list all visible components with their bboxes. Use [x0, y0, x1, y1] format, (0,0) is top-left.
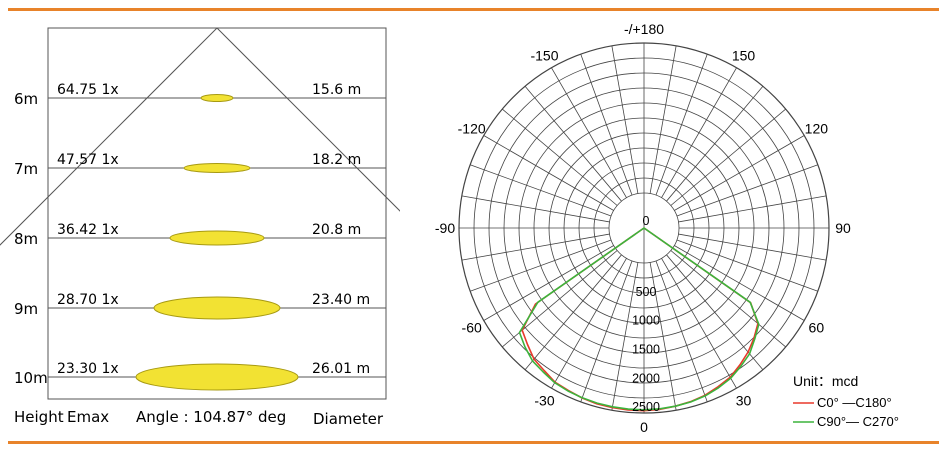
grid-spoke — [670, 250, 786, 348]
grid-spoke — [524, 86, 622, 202]
grid-spoke — [580, 260, 633, 402]
polar-curves — [518, 227, 760, 412]
grid-spoke — [678, 195, 827, 223]
row-emax-value: 23.30 1x — [57, 361, 119, 377]
bottom-accent-rule — [8, 441, 939, 444]
grid-spoke — [649, 45, 677, 194]
row-diameter-value: 26.01 m — [312, 361, 370, 377]
row-diameter-value: 18.2 m — [312, 152, 361, 168]
row-diameter-value: 15.6 m — [312, 82, 361, 98]
beam-spread-diagram: 6m 64.75 1x 15.6 m 7m 47.57 1x 18.2 m 8m 36.42 … — [0, 27, 400, 428]
angle-label: -/+180 — [624, 21, 664, 37]
polar-grid — [458, 42, 830, 414]
grid-spoke — [580, 54, 633, 196]
radial-tick-label: 500 — [636, 285, 657, 299]
row-diameter-value: 23.40 m — [312, 292, 370, 308]
angle-label: 30 — [736, 392, 752, 408]
grid-spoke — [524, 254, 622, 370]
row-height-label: 8m — [14, 230, 38, 248]
row-height-label: 6m — [14, 90, 38, 108]
angle-label: -120 — [458, 121, 486, 137]
polar-intensity-chart: -/+180 -150 150 -120 120 -90 90 -60 60 -30 30 0 0 50… — [435, 21, 899, 435]
grid-spoke — [502, 108, 618, 206]
footer-angle-label: Angle : 104.87° deg — [136, 408, 286, 426]
grid-spoke — [670, 108, 786, 206]
beam-edge-left — [0, 27, 218, 246]
light-spot — [169, 230, 265, 246]
row-diameter-value: 20.8 m — [312, 222, 361, 238]
series-curve-0 — [521, 227, 759, 412]
legend: C0° —C180° C90°— C270° — [793, 395, 899, 429]
grid-spoke — [674, 135, 805, 211]
grid-spoke — [655, 54, 708, 196]
footer-height-label: Height — [14, 408, 64, 426]
beam-edge-right — [216, 27, 400, 212]
row-emax-value: 47.57 1x — [57, 152, 119, 168]
grid-spoke — [470, 164, 612, 217]
grid-spoke — [461, 233, 610, 261]
grid-spoke — [666, 86, 764, 202]
grid-spoke — [666, 254, 764, 370]
height-rows: 6m 64.75 1x 15.6 m 7m 47.57 1x 18.2 m 8m 36.42 … — [14, 82, 386, 391]
legend-label-0: C0° —C180° — [817, 395, 892, 410]
grid-spoke — [483, 245, 614, 321]
angle-label: 0 — [640, 419, 648, 435]
angle-label: 60 — [809, 320, 825, 336]
grid-spoke — [551, 258, 627, 389]
top-accent-rule — [8, 8, 939, 11]
row-height-label: 7m — [14, 160, 38, 178]
grid-spoke — [661, 258, 737, 389]
grid-spoke — [676, 164, 818, 217]
light-spot — [135, 363, 299, 391]
light-spot — [183, 163, 251, 173]
grid-spoke — [674, 245, 805, 321]
row-emax-value: 28.70 1x — [57, 292, 119, 308]
row-emax-value: 36.42 1x — [57, 222, 119, 238]
grid-spoke — [649, 262, 677, 411]
grid-spoke — [676, 239, 818, 292]
radial-tick-label: 1500 — [632, 343, 660, 357]
angle-label: 120 — [805, 121, 829, 137]
light-spot — [153, 296, 281, 320]
radial-tick-label: 2000 — [632, 371, 660, 385]
series-curve-1 — [518, 227, 760, 411]
grid-spoke — [655, 260, 708, 402]
grid-spoke — [470, 239, 612, 292]
row-height-label: 10m — [14, 369, 48, 387]
angle-label: 150 — [732, 48, 756, 64]
light-spot — [200, 94, 234, 102]
grid-spoke — [661, 67, 737, 198]
footer-diameter-label: Diameter — [313, 410, 384, 428]
grid-spoke — [678, 233, 827, 261]
grid-spoke — [611, 262, 639, 411]
footer-emax-label: Emax — [67, 408, 109, 426]
angle-label: -30 — [534, 392, 554, 408]
diagram-frame — [0, 27, 400, 400]
angle-label: -90 — [435, 220, 455, 236]
grid-spoke — [611, 45, 639, 194]
grid-spoke — [461, 195, 610, 223]
angle-label: -60 — [462, 320, 482, 336]
radial-tick-label: 0 — [643, 214, 650, 228]
row-height-label: 9m — [14, 300, 38, 318]
radial-tick-label: 2500 — [632, 400, 660, 414]
angle-label: 90 — [835, 220, 851, 236]
angle-label: -150 — [530, 48, 558, 64]
radial-labels: 0 500 1000 1500 2000 2500 — [632, 214, 660, 414]
radial-tick-label: 1000 — [632, 314, 660, 328]
unit-label: Unit：mcd — [793, 373, 858, 389]
angle-labels: -/+180 -150 150 -120 120 -90 90 -60 60 -30 30 0 — [435, 21, 851, 435]
legend-label-1: C90°— C270° — [817, 414, 899, 429]
grid-spoke — [551, 67, 627, 198]
grid-spoke — [483, 135, 614, 211]
row-emax-value: 64.75 1x — [57, 82, 119, 98]
